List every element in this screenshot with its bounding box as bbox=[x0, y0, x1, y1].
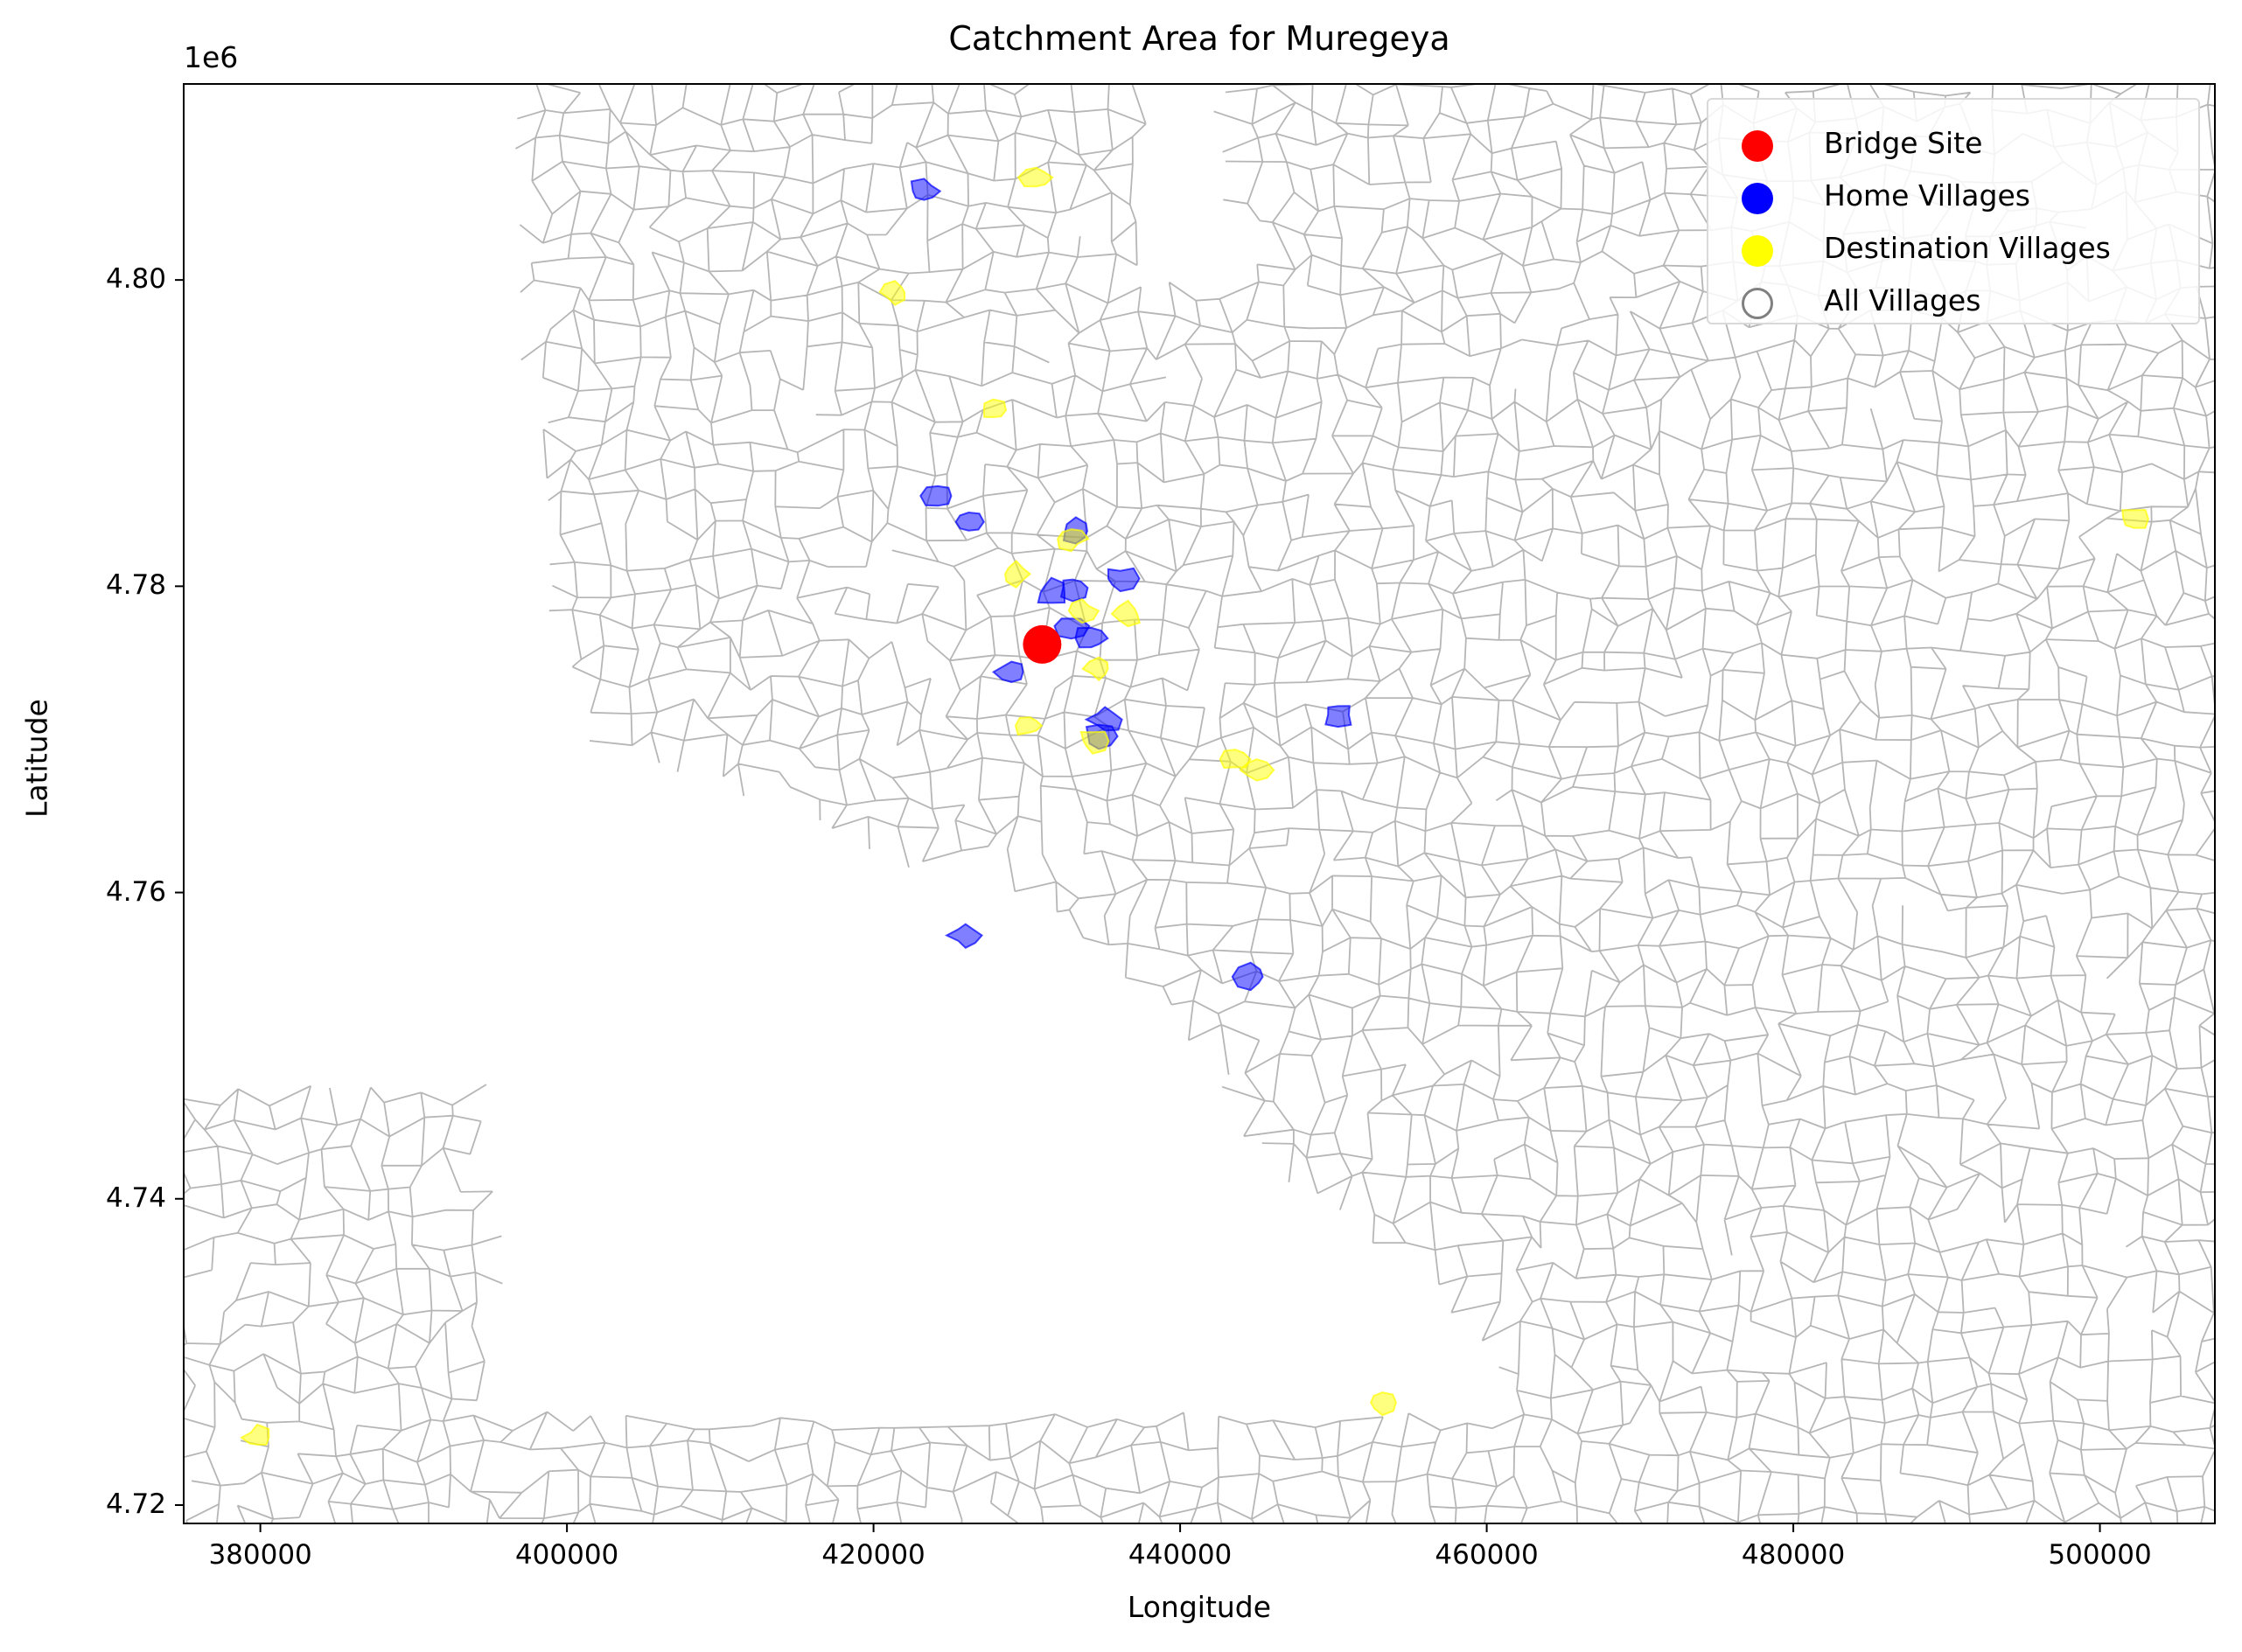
x-tick-label: 400000 bbox=[514, 1539, 619, 1571]
legend-item-all-villages: All Villages bbox=[1708, 275, 2198, 327]
y-tick-label: 4.74 bbox=[105, 1181, 166, 1214]
home-village bbox=[1059, 578, 1089, 603]
legend-label: Home Villages bbox=[1824, 178, 2030, 213]
highlighted-villages bbox=[240, 166, 2149, 1446]
x-tick-label: 440000 bbox=[1128, 1539, 1233, 1571]
legend-label: Bridge Site bbox=[1824, 126, 1983, 160]
all-villages-boundaries bbox=[184, 84, 2215, 1523]
y-tick-label: 4.78 bbox=[105, 569, 166, 602]
y-tick-label: 4.80 bbox=[105, 263, 166, 296]
home-village bbox=[919, 484, 953, 507]
destination-village bbox=[2121, 508, 2149, 529]
destination-village bbox=[1369, 1391, 1397, 1417]
legend: Bridge Site Home Villages Destination Vi… bbox=[1707, 98, 2200, 324]
bridge-site-marker-icon bbox=[1742, 130, 1773, 162]
destination-village bbox=[1004, 559, 1032, 589]
bridge-site-marker bbox=[1023, 624, 1062, 664]
home-village bbox=[1037, 576, 1066, 604]
home-village bbox=[991, 660, 1024, 684]
destination-village bbox=[1219, 749, 1252, 770]
destination-village bbox=[240, 1423, 270, 1446]
destination-village bbox=[1014, 716, 1044, 736]
destination-village bbox=[1081, 656, 1109, 682]
x-tick-label: 380000 bbox=[208, 1539, 312, 1571]
x-tick-label: 480000 bbox=[1741, 1539, 1846, 1571]
axis-ticks bbox=[175, 279, 2101, 1532]
y-tick-label: 4.76 bbox=[105, 875, 166, 908]
x-tick-label: 460000 bbox=[1435, 1539, 1539, 1571]
home-village bbox=[944, 923, 983, 950]
home-village bbox=[954, 511, 985, 532]
home-village bbox=[1107, 567, 1141, 593]
destination-village bbox=[1016, 166, 1054, 188]
village-boundary-lines bbox=[184, 84, 2215, 1523]
legend-label: All Villages bbox=[1824, 283, 1981, 317]
destination-villages-marker-icon bbox=[1742, 235, 1773, 267]
x-tick-label: 500000 bbox=[2048, 1539, 2152, 1571]
destination-village bbox=[1110, 599, 1142, 628]
destination-village bbox=[1067, 597, 1100, 624]
destination-village bbox=[982, 398, 1008, 419]
legend-item-home-villages: Home Villages bbox=[1708, 170, 2198, 222]
x-axis-label: Longitude bbox=[1127, 1590, 1272, 1624]
plot-frame bbox=[183, 83, 2216, 1524]
destination-village bbox=[1057, 528, 1090, 553]
legend-label: Destination Villages bbox=[1824, 231, 2111, 265]
all-villages-marker-icon bbox=[1742, 288, 1773, 319]
chart-title: Catchment Area for Muregeya bbox=[948, 19, 1450, 58]
destination-village bbox=[1079, 730, 1110, 755]
y-axis-label: Latitude bbox=[19, 699, 54, 818]
legend-item-bridge-site: Bridge Site bbox=[1708, 117, 2198, 170]
legend-item-destination-villages: Destination Villages bbox=[1708, 222, 2198, 275]
destination-village bbox=[1239, 758, 1275, 782]
y-tick-label: 4.72 bbox=[105, 1488, 166, 1520]
x-tick-label: 420000 bbox=[821, 1539, 925, 1571]
home-villages-marker-icon bbox=[1742, 183, 1773, 214]
home-village bbox=[1231, 961, 1264, 992]
y-axis-offset-label: 1e6 bbox=[184, 40, 239, 74]
home-village bbox=[910, 178, 942, 201]
destination-village bbox=[878, 280, 906, 306]
home-village bbox=[1324, 705, 1352, 728]
